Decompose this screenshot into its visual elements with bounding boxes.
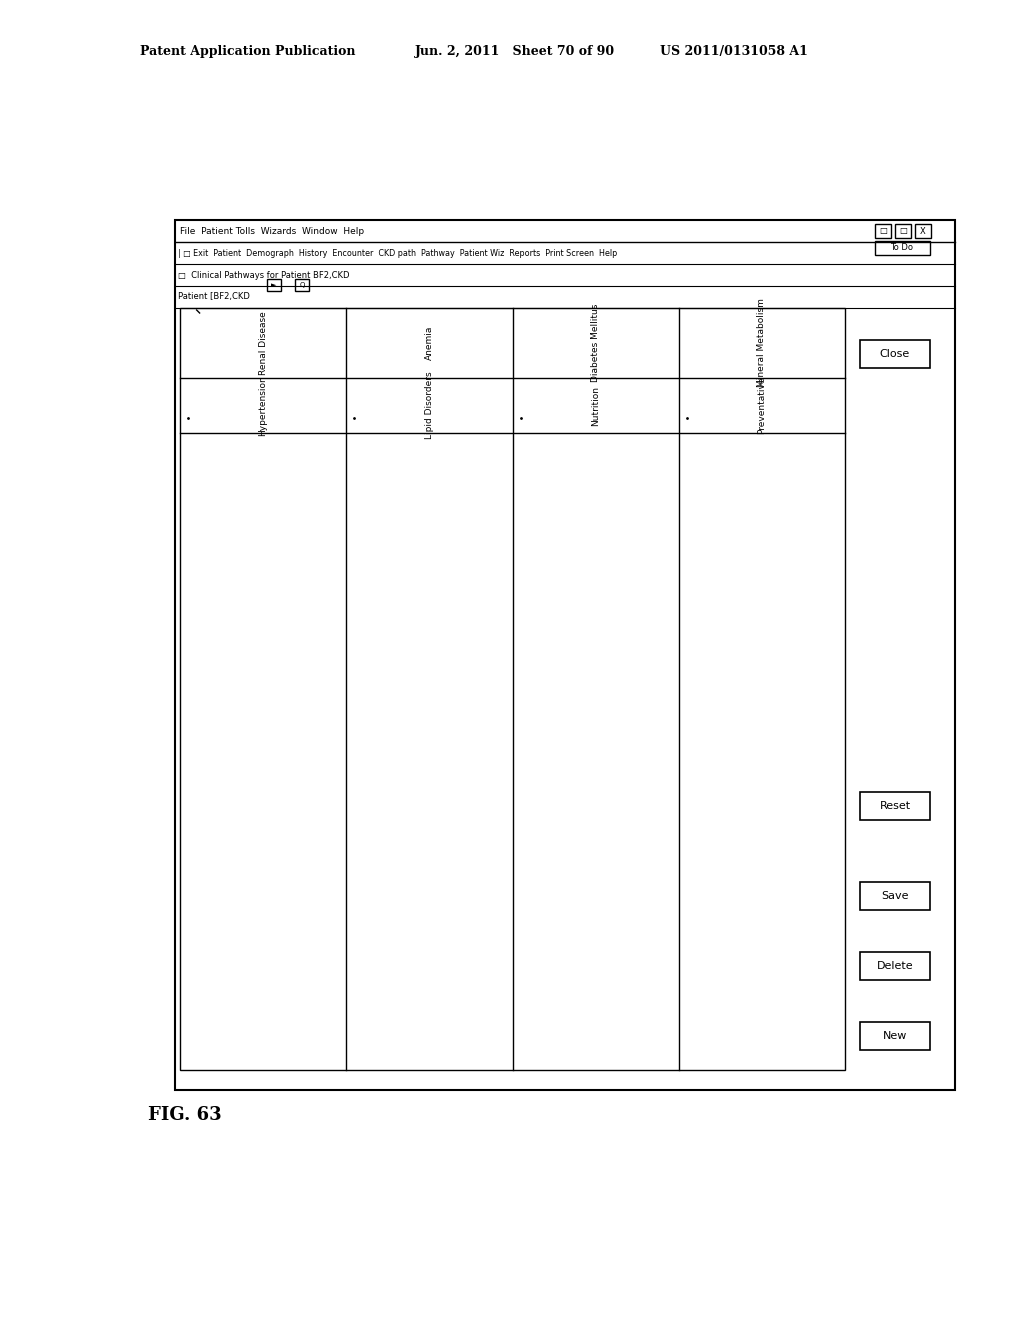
Text: Patient [BF2,CKD: Patient [BF2,CKD [178,293,250,301]
Bar [860,952,930,979]
Text: □  Clinical Pathways for Patient BF2,CKD: □ Clinical Pathways for Patient BF2,CKD [178,271,349,280]
Text: Lipid Disorders: Lipid Disorders [425,372,434,440]
Bar [874,224,891,238]
Text: ►: ► [271,282,276,288]
Bar [860,341,930,368]
Text: Close: Close [880,348,910,359]
Bar [295,279,309,290]
Text: Q: Q [299,282,305,288]
Text: Anemia: Anemia [425,326,434,360]
Bar [874,242,930,255]
Bar [860,882,930,909]
Text: File  Patient Tolls  Wizards  Window  Help: File Patient Tolls Wizards Window Help [180,227,365,235]
Text: Jun. 2, 2011   Sheet 70 of 90: Jun. 2, 2011 Sheet 70 of 90 [415,45,615,58]
Text: New: New [883,1031,907,1041]
Text: Preventative: Preventative [758,376,766,434]
Bar [180,308,845,1071]
Bar [267,279,281,290]
Text: US 2011/0131058 A1: US 2011/0131058 A1 [660,45,808,58]
Text: To Do: To Do [891,243,913,252]
Bar [860,1022,930,1049]
Text: FIG. 63: FIG. 63 [148,1106,221,1125]
Bar [895,224,911,238]
Text: X: X [921,227,926,235]
Text: Delete: Delete [877,961,913,972]
Text: Mineral Metabolism: Mineral Metabolism [758,298,766,388]
Text: Diabetes Mellitus: Diabetes Mellitus [591,304,600,383]
Bar [860,792,930,820]
Text: Hypertension: Hypertension [259,375,267,436]
Text: Renal Disease: Renal Disease [259,312,267,375]
Text: Patent Application Publication: Patent Application Publication [140,45,355,58]
Text: □: □ [879,227,887,235]
Text: Save: Save [882,891,908,902]
Text: | □ Exit  Patient  Demograph  History  Encounter  CKD path  Pathway  Patient Wiz: | □ Exit Patient Demograph History Encou… [178,248,617,257]
Text: □: □ [899,227,907,235]
Text: Reset: Reset [880,801,910,810]
Bar [915,224,931,238]
Text: Nutrition: Nutrition [591,385,600,425]
Bar [175,220,955,1090]
